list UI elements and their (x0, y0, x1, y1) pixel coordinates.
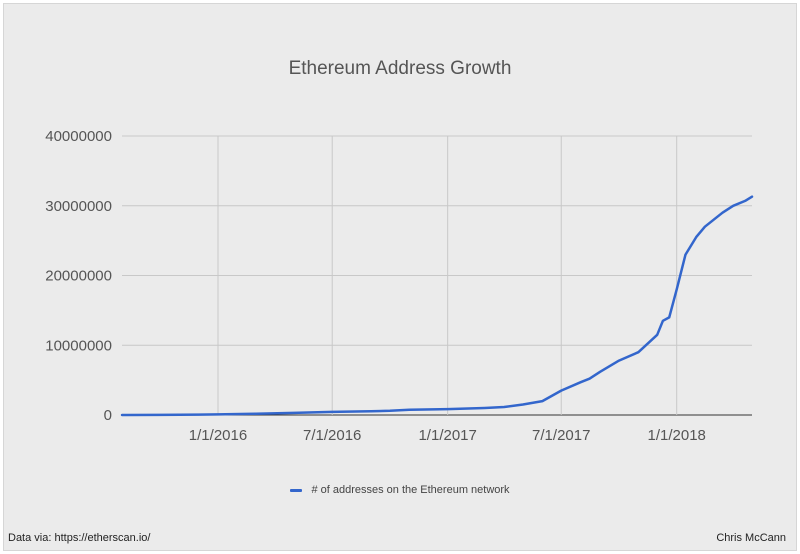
data-source-note: Data via: https://etherscan.io/ (8, 532, 151, 544)
x-tick-label: 1/1/2017 (418, 427, 476, 444)
y-tick-labels: 0 10000000 20000000 30000000 40000000 (45, 128, 112, 424)
y-tick-label: 30000000 (45, 198, 112, 215)
y-tick-label: 40000000 (45, 128, 112, 145)
legend: # of addresses on the Ethereum network (0, 484, 800, 496)
x-tick-label: 7/1/2017 (532, 427, 590, 444)
series-line (120, 195, 754, 417)
chart-frame (3, 3, 797, 551)
gridlines (122, 135, 752, 416)
y-tick-label: 10000000 (45, 337, 112, 354)
x-tick-label: 1/1/2018 (648, 427, 706, 444)
y-tick-label: 0 (104, 407, 112, 424)
author-credit: Chris McCann (716, 532, 786, 544)
legend-swatch (290, 488, 303, 492)
x-tick-labels: 1/1/2016 7/1/2016 1/1/2017 7/1/2017 1/1/2018 (189, 427, 706, 444)
legend-label: # of addresses on the Ethereum network (311, 484, 510, 496)
x-tick-label: 7/1/2016 (303, 427, 361, 444)
x-tick-label: 1/1/2016 (189, 427, 247, 444)
chart-title: Ethereum Address Growth (288, 58, 512, 79)
y-tick-label: 20000000 (45, 268, 112, 285)
